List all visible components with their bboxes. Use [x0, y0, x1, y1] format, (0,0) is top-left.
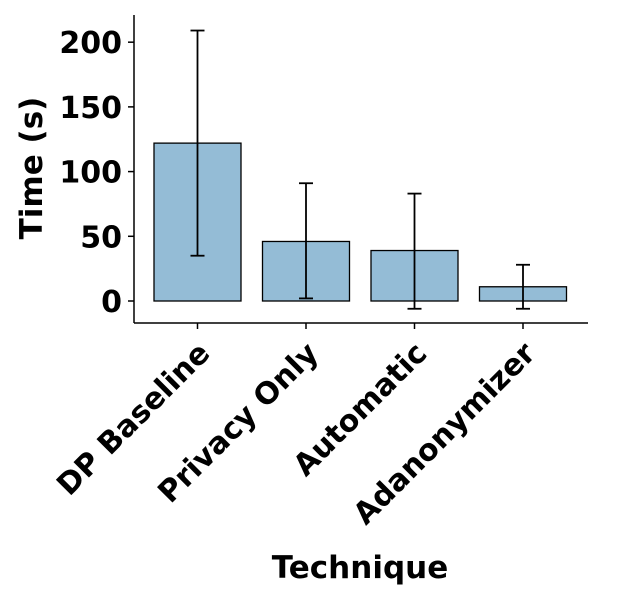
x-tick-label-3: Adanonymizer — [347, 336, 543, 532]
y-tick-label-3: 150 — [59, 91, 122, 126]
y-axis-title: Time (s) — [14, 97, 50, 240]
y-ticks: 0 50 100 150 200 — [59, 26, 134, 320]
y-tick-label-0: 0 — [101, 285, 122, 320]
y-tick-label-1: 50 — [80, 220, 122, 255]
x-axis-title: Technique — [272, 550, 448, 586]
errorbars-layer — [190, 29, 530, 310]
bars-layer — [153, 142, 568, 302]
y-tick-label-2: 100 — [59, 156, 122, 191]
y-tick-label-4: 200 — [59, 26, 122, 61]
